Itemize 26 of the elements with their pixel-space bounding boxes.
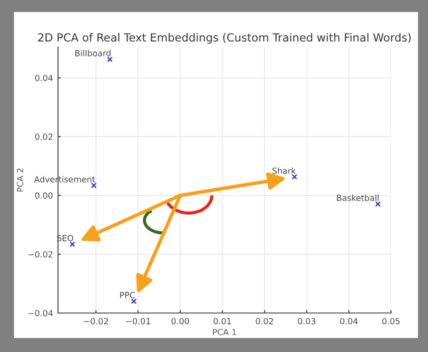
x-tick-label: 0.01 xyxy=(214,318,231,324)
point xyxy=(131,298,137,304)
x-tick-label: 0.00 xyxy=(172,318,189,324)
point xyxy=(375,201,381,207)
y-tick-label: −0.02 xyxy=(28,251,52,258)
annotation: Billboard xyxy=(75,50,110,56)
point xyxy=(292,174,298,180)
y-tick-label: 0.04 xyxy=(35,74,53,82)
annotation: Basketball xyxy=(337,194,379,201)
point xyxy=(91,182,97,188)
annotation: Shark xyxy=(272,167,296,174)
chart-title: 2D PCA of Real Text Embeddings (Custom Trained with Final Words) xyxy=(38,33,411,44)
x-tick-label: −0.02 xyxy=(84,318,108,324)
x-tick-label: 0.05 xyxy=(382,318,400,324)
y-tick-label: −0.04 xyxy=(28,310,53,316)
x-axis-title: PCA 1 xyxy=(213,328,236,336)
y-axis-title: PCA 2 xyxy=(16,168,24,192)
point xyxy=(70,241,76,248)
annotation: PPC xyxy=(120,292,135,298)
y-tick-label: 0.02 xyxy=(35,134,52,140)
point xyxy=(107,56,113,62)
x-tick-label: 0.04 xyxy=(340,318,358,324)
x-tick-label: 0.02 xyxy=(256,318,273,324)
y-tick-label: 0.00 xyxy=(35,192,53,199)
x-tick-label: −0.01 xyxy=(126,318,150,324)
x-tick-label: 0.03 xyxy=(298,318,316,324)
